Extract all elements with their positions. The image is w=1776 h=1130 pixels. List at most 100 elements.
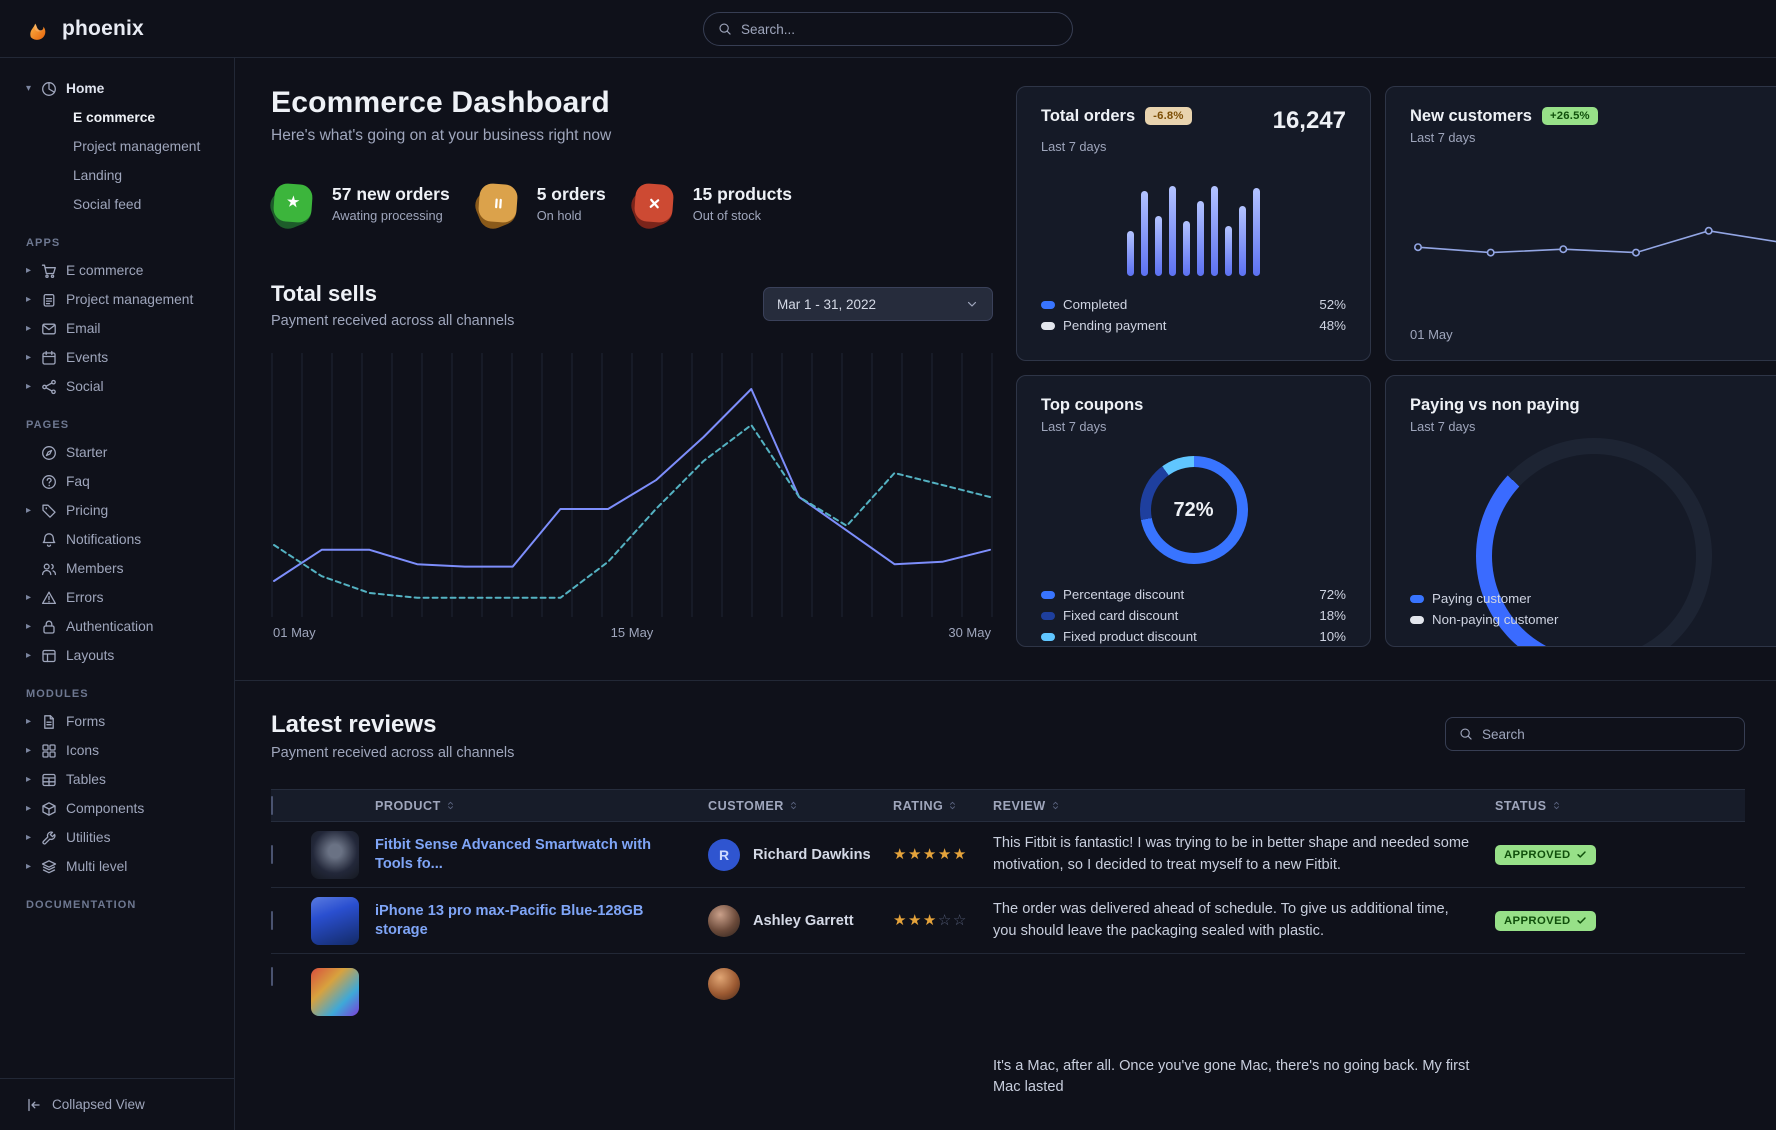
avatar[interactable]: R — [708, 838, 740, 871]
search-icon — [1459, 727, 1473, 741]
grid-icon — [41, 743, 57, 759]
sidebar-item-ecommerce[interactable]: E commerce — [73, 110, 156, 125]
global-search[interactable] — [703, 12, 1073, 46]
sidebar-item-project-management[interactable]: Project management — [73, 139, 201, 154]
sidebar-item-label: Multi level — [66, 859, 128, 874]
caret-right-icon — [26, 621, 41, 632]
avatar[interactable] — [708, 904, 740, 937]
sidebar-item-tables[interactable]: Tables — [0, 765, 234, 794]
sidebar-item-utilities[interactable]: Utilities — [0, 823, 234, 852]
sidebar-item-starter[interactable]: Starter — [0, 438, 234, 467]
sidebar-item-label: Events — [66, 350, 109, 365]
product-link[interactable]: Fitbit Sense Advanced Smartwatch with To… — [375, 836, 651, 872]
star-icon: ★ — [266, 181, 316, 233]
x-tick: 01 May — [273, 625, 316, 640]
new-customers-line-chart — [1414, 226, 1776, 257]
product-thumbnail[interactable] — [311, 968, 359, 1016]
sidebar-item-project-management-app[interactable]: Project management — [0, 285, 234, 314]
table-icon — [41, 772, 57, 788]
collapsed-view-toggle[interactable]: Collapsed View — [0, 1078, 234, 1130]
stat-out-of-stock: 15 products Out of stock — [626, 181, 792, 233]
sidebar-item-label: Layouts — [66, 648, 115, 663]
x-tick: 01 May — [1410, 327, 1453, 342]
sidebar-item-email[interactable]: Email — [0, 314, 234, 343]
dashboard-top: Ecommerce Dashboard Here's what's going … — [266, 86, 1776, 647]
select-all-checkbox[interactable] — [271, 795, 273, 815]
card-title: Total orders — [1041, 107, 1136, 125]
dashboard-left-column: Ecommerce Dashboard Here's what's going … — [266, 86, 993, 647]
sidebar-item-components[interactable]: Components — [0, 794, 234, 823]
product-thumbnail[interactable] — [311, 830, 359, 879]
customer-cell: Ashley Garrett — [708, 904, 893, 937]
legend-swatch — [1041, 590, 1055, 599]
sidebar-section-modules: MODULES — [26, 688, 89, 700]
sidebar-item-icons[interactable]: Icons — [0, 736, 234, 765]
paying-legend: Paying customer Non-paying customer — [1410, 588, 1558, 630]
column-header-product[interactable]: PRODUCT — [375, 799, 708, 813]
sidebar-item-forms[interactable]: Forms — [0, 707, 234, 736]
top-coupons-card: Top coupons Last 7 days 72% Percentage d… — [1016, 375, 1371, 647]
total-orders-bar-chart — [1127, 176, 1260, 276]
top-navbar: phoenix — [0, 0, 1776, 58]
column-header-customer[interactable]: CUSTOMER — [708, 799, 893, 813]
brand-logo[interactable]: phoenix — [26, 15, 144, 42]
total-sells-x-axis: 01 May 15 May 30 May — [271, 625, 993, 640]
avatar[interactable] — [708, 968, 740, 1000]
reviews-search-input[interactable] — [1482, 726, 1731, 742]
sidebar-item-faq[interactable]: Faq — [0, 467, 234, 496]
row-checkbox[interactable] — [271, 967, 273, 986]
change-badge: -6.8% — [1145, 107, 1192, 125]
row-checkbox[interactable] — [271, 910, 273, 930]
sidebar-item-home[interactable]: Home — [0, 74, 234, 103]
pie-chart-icon — [41, 81, 57, 97]
product-link[interactable]: iPhone 13 pro max-Pacific Blue-128GB sto… — [375, 902, 644, 938]
legend-swatch — [1041, 321, 1055, 330]
legend-label: Paying customer — [1432, 591, 1532, 606]
sidebar-item-notifications[interactable]: Notifications — [0, 525, 234, 554]
sidebar-item-layouts[interactable]: Layouts — [0, 641, 234, 670]
reviews-search[interactable] — [1445, 717, 1745, 751]
card-title: Paying vs non paying — [1410, 396, 1580, 414]
legend-row: Completed 52% — [1041, 294, 1346, 315]
row-checkbox[interactable] — [271, 844, 273, 864]
legend-swatch — [1410, 594, 1424, 603]
sidebar-item-events[interactable]: Events — [0, 343, 234, 372]
sidebar-item-label: E commerce — [66, 263, 144, 278]
legend-swatch — [1041, 632, 1055, 641]
sidebar-item-members[interactable]: Members — [0, 554, 234, 583]
layout-icon — [41, 648, 57, 664]
cube-icon — [41, 801, 57, 817]
kpi-cards: Total orders -6.8% 16,247 Last 7 days Co… — [1016, 86, 1776, 647]
sort-icon — [1551, 800, 1562, 811]
sidebar-item-pricing[interactable]: Pricing — [0, 496, 234, 525]
caret-right-icon — [26, 861, 41, 872]
sidebar-item-errors[interactable]: Errors — [0, 583, 234, 612]
product-thumbnail[interactable] — [311, 896, 359, 945]
sidebar-item-multi-level[interactable]: Multi level — [0, 852, 234, 881]
collapsed-view-label: Collapsed View — [52, 1097, 145, 1112]
column-header-status[interactable]: STATUS — [1495, 799, 1745, 813]
paying-vs-non-paying-card: Paying vs non paying Last 7 days Paying … — [1385, 375, 1776, 647]
stat-caption: Awating processing — [332, 207, 443, 223]
tag-icon — [41, 503, 57, 519]
brand-name: phoenix — [62, 16, 144, 40]
sidebar-item-ecommerce-app[interactable]: E commerce — [0, 256, 234, 285]
legend-row: Pending payment 48% — [1041, 315, 1346, 336]
column-header-rating[interactable]: RATING — [893, 799, 993, 813]
sidebar-item-landing[interactable]: Landing — [73, 168, 123, 183]
date-range-select[interactable]: Mar 1 - 31, 2022 — [763, 287, 993, 321]
global-search-input[interactable] — [741, 21, 1058, 37]
sidebar-item-social-feed[interactable]: Social feed — [73, 197, 142, 212]
sort-icon — [445, 800, 456, 811]
stat-new-orders: ★ 57 new orders Awating processing — [266, 181, 450, 233]
sidebar-section-pages: PAGES — [26, 419, 70, 431]
column-header-review[interactable]: REVIEW — [993, 799, 1495, 813]
sidebar-item-authentication[interactable]: Authentication — [0, 612, 234, 641]
sidebar-item-social[interactable]: Social — [0, 372, 234, 401]
calendar-icon — [41, 350, 57, 366]
legend-value: 72% — [1319, 587, 1346, 602]
caret-right-icon — [26, 774, 41, 785]
sidebar-item-label: Email — [66, 321, 101, 336]
envelope-icon — [41, 321, 57, 337]
